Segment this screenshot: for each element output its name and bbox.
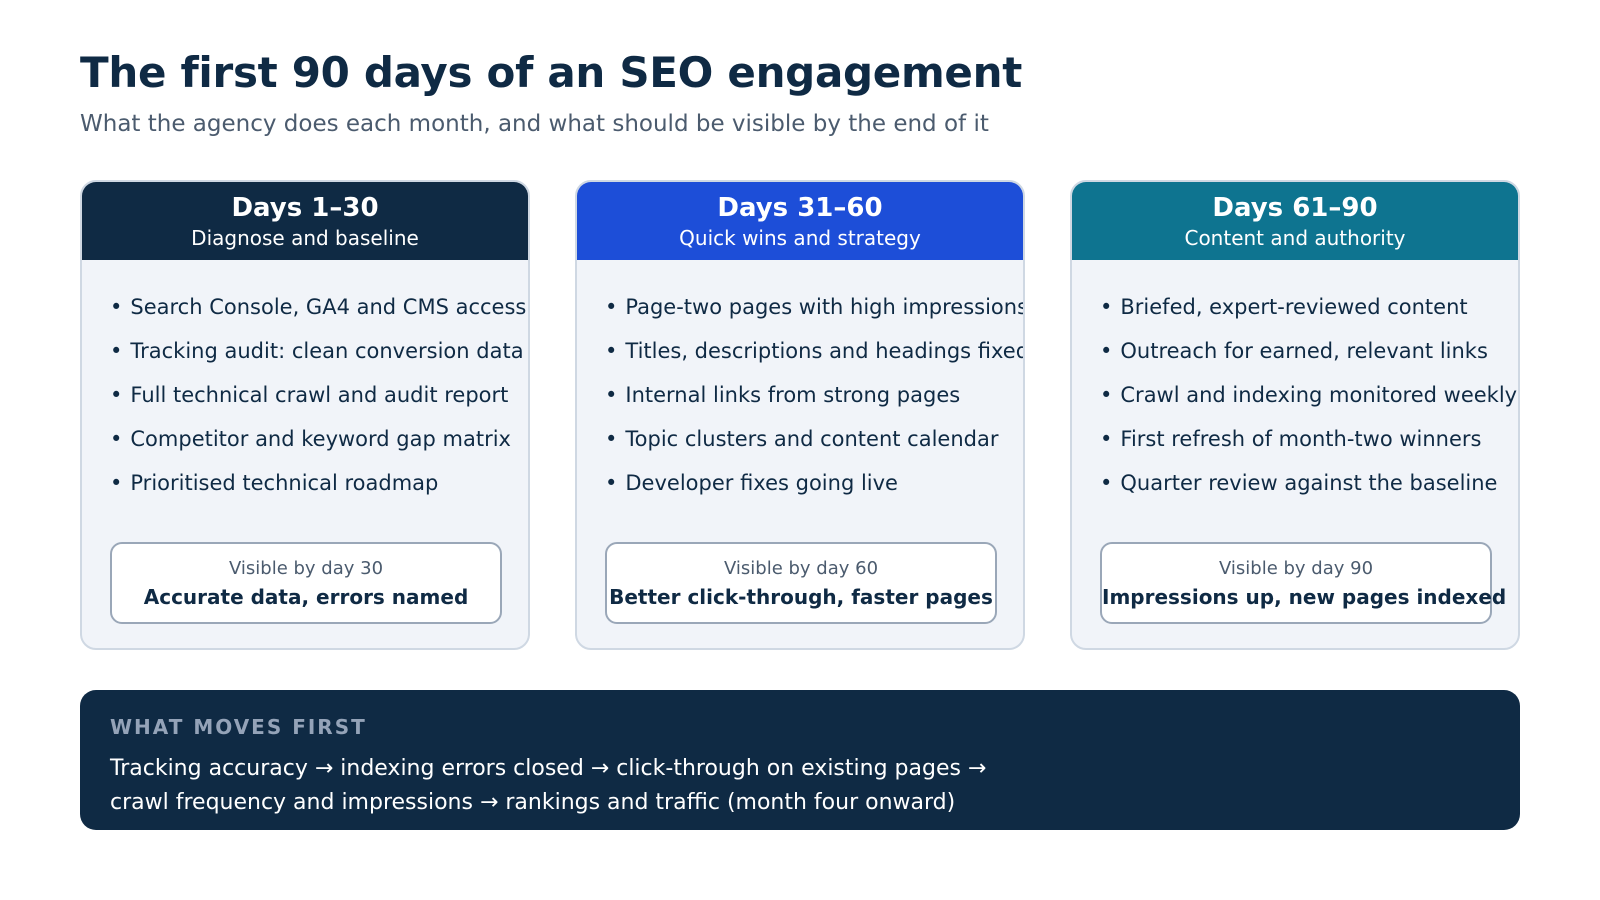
phase-outcome-box: Visible by day 90 Impressions up, new pa… <box>1100 542 1507 624</box>
phase-task: Full technical crawl and audit report <box>110 373 528 417</box>
phase-task-list: Briefed, expert-reviewed content Outreac… <box>1072 260 1518 505</box>
phase-task: Quarter review against the baseline <box>1100 461 1518 505</box>
page-subtitle: What the agency does each month, and wha… <box>80 111 989 137</box>
phase-days: Days 1–30 <box>231 193 379 223</box>
phase-task: Tracking audit: clean conversion data <box>110 329 528 373</box>
phase-card-days-61-90: Days 61–90 Content and authority Briefed… <box>1070 180 1520 650</box>
banner-label: WHAT MOVES FIRST <box>110 715 367 739</box>
what-moves-first-banner: WHAT MOVES FIRST Tracking accuracy → ind… <box>80 690 1520 830</box>
outcome-label: Visible by day 30 <box>228 558 384 579</box>
phase-task-list: Page-two pages with high impressions Tit… <box>577 260 1023 505</box>
outcome-label: Visible by day 90 <box>1218 558 1374 579</box>
phase-header: Days 1–30 Diagnose and baseline <box>82 182 528 260</box>
banner-line: Tracking accuracy → indexing errors clos… <box>110 756 987 781</box>
phase-task: Page-two pages with high impressions <box>605 285 1023 329</box>
phase-outcome-box: Visible by day 30 Accurate data, errors … <box>110 542 502 624</box>
phase-name: Diagnose and baseline <box>191 226 419 250</box>
phase-name: Content and authority <box>1184 226 1406 250</box>
phase-columns: Days 1–30 Diagnose and baseline Search C… <box>80 180 1520 652</box>
outcome-text: Better click-through, faster pages <box>609 585 993 609</box>
phase-header: Days 31–60 Quick wins and strategy <box>577 182 1023 260</box>
outcome-label: Visible by day 60 <box>723 558 879 579</box>
outcome-text: Accurate data, errors named <box>143 585 469 609</box>
phase-task: Briefed, expert-reviewed content <box>1100 285 1518 329</box>
phase-task: First refresh of month-two winners <box>1100 417 1518 461</box>
banner-line: crawl frequency and impressions → rankin… <box>110 790 956 815</box>
phase-task: Internal links from strong pages <box>605 373 1023 417</box>
outcome-text: Impressions up, new pages indexed <box>1102 585 1507 609</box>
phase-task: Prioritised technical roadmap <box>110 461 528 505</box>
phase-task: Outreach for earned, relevant links <box>1100 329 1518 373</box>
phase-days: Days 61–90 <box>1212 193 1378 223</box>
phase-task: Developer fixes going live <box>605 461 1023 505</box>
phase-name: Quick wins and strategy <box>679 226 921 250</box>
phase-task: Competitor and keyword gap matrix <box>110 417 528 461</box>
phase-task: Search Console, GA4 and CMS access <box>110 285 528 329</box>
phase-outcome-box: Visible by day 60 Better click-through, … <box>605 542 997 624</box>
page-title: The first 90 days of an SEO engagement <box>80 48 1022 97</box>
phase-header: Days 61–90 Content and authority <box>1072 182 1518 260</box>
phase-task: Titles, descriptions and headings fixed <box>605 329 1023 373</box>
phase-task-list: Search Console, GA4 and CMS access Track… <box>82 260 528 505</box>
phase-task: Crawl and indexing monitored weekly <box>1100 373 1518 417</box>
phase-task: Topic clusters and content calendar <box>605 417 1023 461</box>
phase-card-days-31-60: Days 31–60 Quick wins and strategy Page-… <box>575 180 1025 650</box>
banner-text: Tracking accuracy → indexing errors clos… <box>110 752 1490 820</box>
phase-card-days-1-30: Days 1–30 Diagnose and baseline Search C… <box>80 180 530 650</box>
phase-days: Days 31–60 <box>717 193 883 223</box>
